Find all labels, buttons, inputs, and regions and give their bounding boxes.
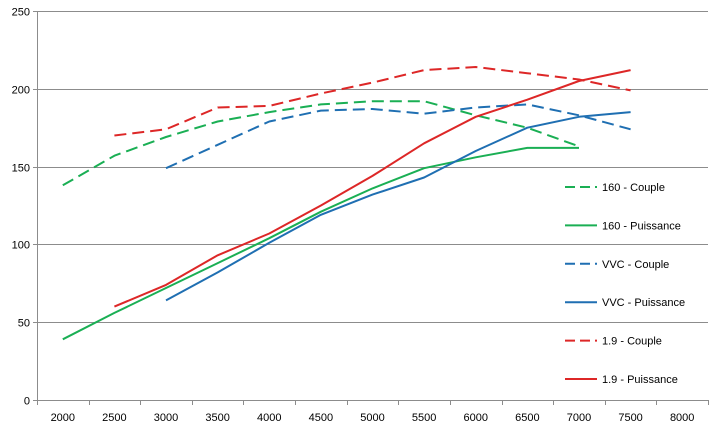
series-line-160-puissance — [62, 146, 579, 341]
series-line-1-9-couple — [114, 66, 631, 137]
y-tick-label: 250 — [12, 7, 30, 19]
axes: 0 50 100 150 200 250 2000 2500 3000 3500 4000 4500 5… — [12, 7, 709, 424]
series-line-160-couple — [62, 100, 580, 187]
x-tick-label: 2000 — [51, 412, 75, 424]
y-tick-label: 100 — [12, 240, 30, 252]
x-tick-label: 5500 — [412, 412, 436, 424]
y-tick-label: 50 — [18, 318, 30, 330]
x-tick-label: 3500 — [205, 412, 229, 424]
x-tick-label: 3000 — [154, 412, 178, 424]
y-tick-label: 150 — [12, 163, 30, 175]
x-tick-label: 5000 — [360, 412, 384, 424]
x-tick-label: 7500 — [618, 412, 642, 424]
y-tick-label: 0 — [24, 396, 30, 408]
x-tick-label: 2500 — [102, 412, 126, 424]
legend-entry-label: 160 - Puissance — [602, 220, 681, 232]
legend-entry-label: VVC - Couple — [602, 259, 669, 271]
x-tick-label: 4500 — [309, 412, 333, 424]
y-tick-label: 200 — [12, 85, 30, 97]
x-tick-label: 8000 — [670, 412, 694, 424]
series-line-vvc-puissance — [165, 111, 631, 302]
x-tick-label: 7000 — [567, 412, 591, 424]
series-lines — [62, 66, 631, 341]
x-tick-label: 6000 — [463, 412, 487, 424]
legend-entry-label: 1.9 - Couple — [602, 336, 662, 348]
gridlines — [37, 11, 708, 323]
series-line-1-9-puissance — [114, 69, 631, 308]
legend-entry-label: VVC - Puissance — [602, 297, 685, 309]
legend-entry-label: 160 - Couple — [602, 182, 665, 194]
legend: 160 - Couple 160 - Puissance VVC - Couple V… — [565, 182, 685, 386]
legend-entry-label: 1.9 - Puissance — [602, 374, 678, 386]
series-line-vvc-couple — [165, 103, 631, 170]
x-tick-label: 4000 — [257, 412, 281, 424]
x-tick-label: 6500 — [515, 412, 539, 424]
